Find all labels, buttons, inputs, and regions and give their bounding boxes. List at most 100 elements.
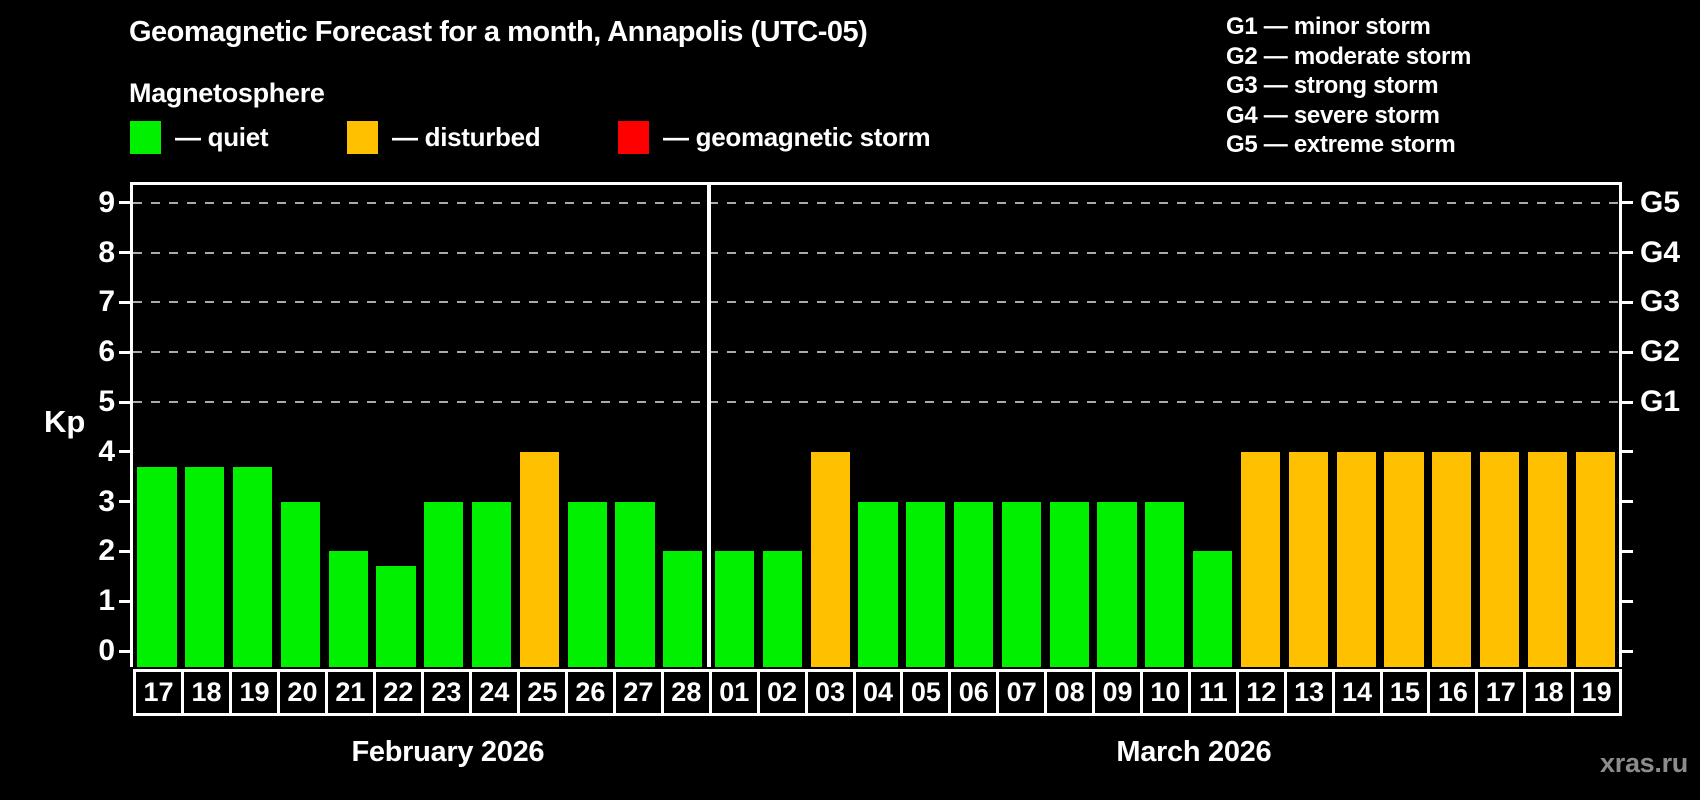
watermark-xras: xras.ru: [1600, 748, 1688, 778]
y-tick-right: [1622, 400, 1633, 404]
bar-slot: [1045, 182, 1093, 667]
bar-slot: [1093, 182, 1141, 667]
bar-slot: [372, 182, 420, 667]
month-day-section: 01 02 03 04 05 06 07 08 09 10 11 12 13 14 15 16 17 18 19: [708, 669, 1623, 716]
y-tick-left: [119, 201, 130, 205]
y-tick-label: 5: [98, 385, 115, 418]
kp-bar-day-17: [1479, 451, 1520, 667]
bar-slot: [229, 182, 277, 667]
kp-gridline: [133, 201, 1619, 204]
bar-slot: [611, 182, 659, 667]
kp-bar-day-20: [280, 501, 320, 667]
day-label-cell: 02: [756, 669, 808, 716]
kp-bar-day-22: [376, 566, 416, 667]
disturbed-color-swatch-icon: [347, 121, 378, 154]
kp-bar-day-23: [424, 501, 464, 667]
y-tick-label: 2: [98, 534, 115, 568]
y-tick-left: [119, 599, 130, 603]
y-tick-label: 3: [98, 484, 115, 518]
y-axis-line-right: [1619, 182, 1622, 667]
y-tick-label: 9: [98, 185, 115, 219]
bar-slot: [1189, 182, 1237, 667]
quiet-color-swatch-icon: [130, 121, 161, 154]
day-label-cell: 27: [612, 669, 664, 716]
g-level-label: G5: [1640, 185, 1681, 219]
legend-label-storm: — geomagnetic storm: [663, 122, 931, 152]
bar-slot: [1476, 182, 1524, 667]
day-label-cell: 06: [948, 669, 1000, 716]
kp-bar-day-27: [615, 501, 655, 667]
month-label: February 2026: [351, 736, 545, 768]
g-level-label: G3: [1640, 285, 1681, 319]
day-label-cell: 18: [180, 669, 232, 716]
bar-slot: [324, 182, 372, 667]
y-tick-right: [1622, 500, 1633, 504]
day-label-cell: 25: [516, 669, 568, 716]
kp-axis-label: Kp: [44, 404, 86, 439]
kp-bar-day-15: [1384, 451, 1424, 667]
day-label-cell: 17: [1475, 669, 1527, 716]
chart-title: Geomagnetic Forecast for a month, Annapo…: [129, 16, 868, 48]
bar-slot: [950, 182, 998, 667]
kp-gridline: [133, 401, 1619, 403]
day-label-cell: 15: [1379, 669, 1431, 716]
y-tick-right: [1622, 201, 1633, 205]
kp-bar-day-06: [954, 501, 994, 667]
day-label-cell: 28: [660, 669, 712, 716]
legend-item-storm: — geomagnetic storm: [618, 121, 931, 154]
kp-bar-day-19: [1575, 451, 1615, 667]
kp-bar-day-17: [137, 466, 177, 667]
kp-bar-day-03: [810, 451, 850, 667]
day-label-cell: 11: [1187, 669, 1239, 716]
y-tick-right: [1622, 350, 1633, 354]
g-scale-legend-item: G3 — strong storm: [1226, 72, 1439, 99]
y-tick-right: [1622, 300, 1633, 304]
bar-slot: [1571, 182, 1619, 667]
y-tick-left: [119, 549, 130, 553]
g-scale-legend-item: G2 — moderate storm: [1226, 42, 1472, 70]
plot-area: 0 1 2 3 4 5 6 7 8 9 G1 G2 G3 G4 G5: [98, 182, 1680, 667]
y-tick-left: [119, 500, 130, 504]
day-label-cell: 17: [133, 669, 184, 716]
day-label-cell: 09: [1092, 669, 1143, 716]
g-scale-legend-item: G5 — extreme storm: [1226, 131, 1456, 158]
g-scale-legend-item: G1 — minor storm: [1226, 13, 1431, 40]
day-axis-row: 17 18 19 20 21 22 23 24 25 26 27 28 01 02 03 04 05 06 07 08…: [133, 669, 1623, 716]
day-label-cell: 05: [900, 669, 952, 716]
day-label-cell: 08: [1044, 669, 1096, 716]
kp-bar-day-16: [1432, 451, 1472, 667]
y-tick-right: [1622, 450, 1633, 454]
storm-color-swatch-icon: [618, 121, 649, 154]
day-label-cell: 19: [1571, 669, 1623, 716]
y-tick-left: [119, 251, 130, 255]
bar-slot: [1284, 182, 1332, 667]
bar-slot: [854, 182, 902, 667]
day-label-cell: 14: [1331, 669, 1383, 716]
bar-slot: [758, 182, 806, 667]
bar-slot: [1428, 182, 1476, 667]
bar-slot: [133, 182, 181, 667]
month-bars-section: [133, 182, 707, 667]
kp-bar-day-08: [1049, 501, 1089, 667]
g-level-label: G2: [1640, 335, 1681, 369]
kp-bar-day-14: [1336, 451, 1376, 667]
kp-bar-day-11: [1193, 551, 1233, 667]
day-label-cell: 13: [1283, 669, 1335, 716]
bar-slot: [181, 182, 229, 667]
day-label-cell: 03: [804, 669, 856, 716]
g-level-label: G1: [1640, 385, 1681, 418]
day-label-cell: 26: [564, 669, 616, 716]
g-scale-legend: G1 — minor storm G2 — moderate storm G3 — …: [1226, 12, 1471, 160]
legend-item-quiet: — quiet: [130, 121, 269, 154]
y-tick-left: [119, 649, 130, 653]
y-tick-right: [1622, 251, 1633, 255]
month-label: March 2026: [1116, 736, 1272, 768]
day-label-cell: 21: [324, 669, 376, 716]
day-label-cell: 16: [1427, 669, 1479, 716]
kp-gridline: [133, 251, 1619, 254]
day-label-cell: 19: [228, 669, 280, 716]
kp-bar-day-21: [328, 551, 368, 667]
kp-bar-day-01: [714, 551, 755, 667]
kp-gridline: [133, 301, 1619, 304]
y-tick-left: [119, 350, 130, 354]
